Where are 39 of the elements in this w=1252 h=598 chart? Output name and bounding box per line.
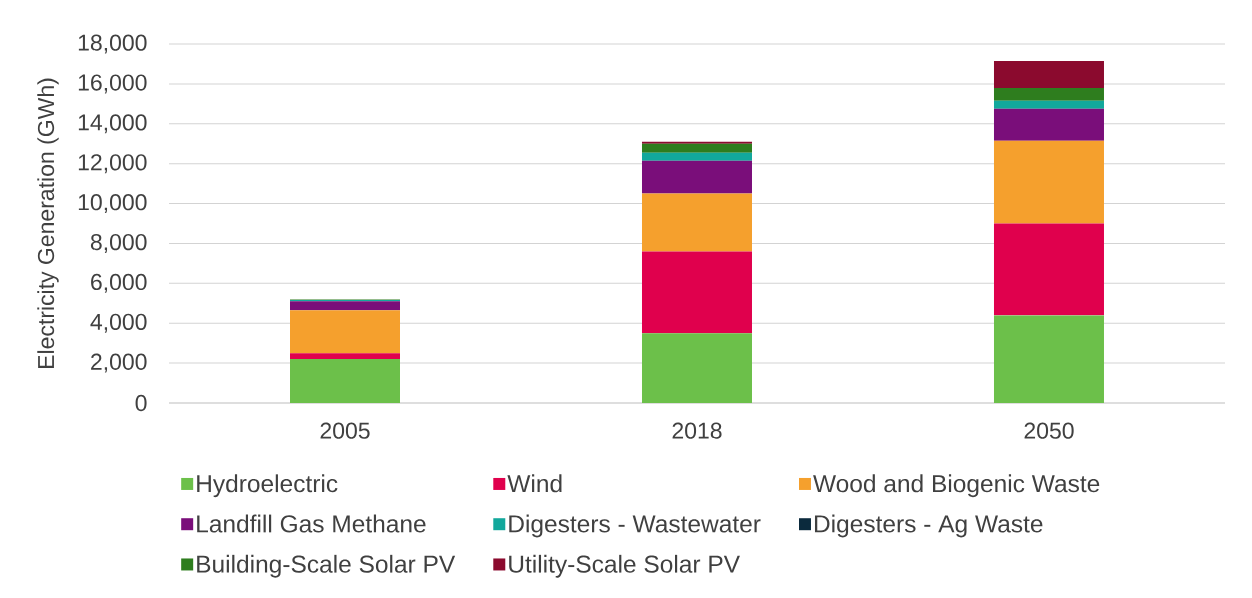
y-tick-label: 18,000 [78, 34, 147, 54]
bar [993, 140, 1104, 224]
x-tick-label: 2050 [1024, 422, 1074, 439]
y-tick-label: 10,000 [78, 194, 147, 214]
legend-label: Building-Scale Solar PV [197, 554, 456, 578]
y-tick-label: 0 [135, 394, 147, 412]
bar [641, 333, 752, 403]
y-tick-label: 16,000 [78, 74, 147, 94]
y-axis-title: Electricity Generation (GWh) [37, 78, 59, 368]
y-tick-label: 14,000 [78, 114, 147, 134]
legend-label: Wind [507, 474, 562, 493]
legend-label: Hydroelectric [197, 474, 338, 498]
y-tick-label: 4,000 [90, 313, 147, 333]
bar [993, 60, 1104, 88]
legend-label: Digesters - Wastewater [509, 514, 761, 538]
bar [993, 315, 1104, 403]
bar [993, 108, 1104, 141]
y-tick-label: 12,000 [78, 154, 147, 174]
bar [290, 353, 400, 360]
bar [290, 310, 400, 354]
x-tick-label: 2018 [672, 422, 722, 439]
bar [641, 160, 752, 194]
bar [641, 152, 752, 161]
x-tick-label: 2005 [320, 422, 370, 439]
legend-label: Landfill Gas Methane [197, 514, 426, 533]
bar [641, 143, 752, 153]
legend-label: Wood and Biogenic Waste [813, 474, 1100, 498]
bar [641, 251, 752, 334]
bar [290, 301, 400, 311]
y-tick-label: 8,000 [90, 233, 147, 253]
legend-label: Utility-Scale Solar PV [509, 554, 740, 578]
bar [993, 87, 1104, 101]
bar [641, 193, 752, 252]
bar [993, 223, 1104, 316]
y-tick-label: 2,000 [91, 353, 147, 373]
y-tick-label: 6,000 [91, 273, 147, 293]
legend-label: Digesters - Ag Waste [814, 514, 1043, 538]
bar [290, 359, 400, 403]
bar [993, 100, 1104, 109]
